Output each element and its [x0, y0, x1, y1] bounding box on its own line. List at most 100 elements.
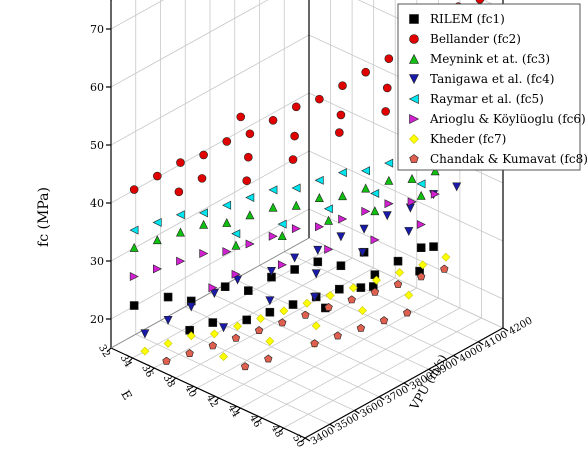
- data-point: [336, 232, 346, 242]
- x-tick-label: 4200: [507, 315, 535, 337]
- data-point: [291, 183, 301, 193]
- legend-label: Kheder (fc7): [430, 132, 506, 146]
- data-point: [129, 242, 139, 252]
- y-tick-label: 40: [182, 383, 198, 400]
- data-point: [220, 282, 230, 292]
- data-point: [404, 227, 414, 237]
- data-point: [152, 217, 162, 227]
- data-point: [129, 225, 139, 235]
- data-point: [336, 261, 346, 271]
- legend-entry: Raymar et al. (fc5): [408, 92, 544, 106]
- y-tick-label: 48: [268, 423, 284, 440]
- y-tick: [257, 417, 263, 423]
- data-point: [430, 189, 440, 199]
- data-point: [265, 336, 275, 346]
- data-point: [313, 245, 323, 255]
- data-point: [370, 206, 380, 216]
- data-point: [404, 290, 414, 300]
- data-point: [370, 235, 380, 245]
- data-point: [290, 131, 299, 141]
- legend-marker: [409, 134, 419, 144]
- grid-line: [153, 257, 353, 369]
- legend: RILEM (fc1) Bellander (fc2) Meynink et at.…: [397, 3, 588, 171]
- data-point: [245, 129, 255, 139]
- data-point: [379, 316, 389, 325]
- data-point: [152, 235, 162, 245]
- data-point: [222, 200, 232, 210]
- data-point: [358, 306, 367, 315]
- data-point: [356, 283, 366, 292]
- data-point: [315, 222, 325, 232]
- data-point: [311, 321, 321, 331]
- z-tick-label: 30: [90, 255, 104, 268]
- data-point: [268, 115, 278, 125]
- data-point: [418, 260, 428, 270]
- data-point: [333, 331, 342, 340]
- data-point: [291, 200, 301, 210]
- x-tick: [329, 423, 336, 428]
- legend-entry: Chandak & Kumavat (fc8): [409, 152, 588, 166]
- y-tick: [279, 427, 284, 433]
- data-point: [129, 185, 139, 194]
- data-point: [186, 302, 196, 312]
- data-point: [254, 326, 264, 335]
- data-point: [176, 256, 186, 266]
- data-point: [324, 215, 334, 225]
- z-tick-label: 40: [90, 197, 104, 210]
- data-point: [153, 264, 162, 274]
- data-point: [323, 204, 333, 214]
- legend-marker: [408, 94, 419, 104]
- y-tick: [149, 367, 155, 373]
- data-point: [163, 339, 173, 348]
- data-point: [325, 291, 335, 300]
- grid-line: [308, 237, 504, 329]
- data-point: [242, 176, 252, 185]
- x-tick: [354, 409, 360, 415]
- grid-line: [283, 317, 482, 429]
- data-point: [198, 208, 208, 218]
- legend-label: Arioglu & Köylüoglu (fc6): [429, 112, 586, 126]
- data-point: [268, 202, 278, 212]
- data-point: [430, 166, 440, 176]
- grid-line: [175, 267, 374, 379]
- data-point: [231, 269, 241, 279]
- data-point: [277, 260, 287, 270]
- data-point: [265, 296, 275, 306]
- y-tick: [128, 357, 133, 363]
- legend-marker: [409, 154, 419, 163]
- data-point: [245, 193, 255, 203]
- data-point: [335, 128, 344, 137]
- grid-line: [110, 92, 310, 204]
- data-point: [338, 214, 348, 224]
- data-point: [268, 185, 278, 195]
- data-point: [163, 292, 173, 302]
- legend-marker: [409, 34, 419, 44]
- legend-label: Chandak & Kumavat (fc8): [430, 152, 588, 166]
- data-point: [338, 81, 347, 90]
- data-point: [231, 229, 241, 239]
- legend-label: Bellander (fc2): [430, 32, 521, 46]
- data-point: [268, 231, 278, 241]
- data-point: [240, 362, 250, 371]
- data-point: [416, 190, 426, 200]
- data-point: [162, 356, 171, 365]
- data-point: [231, 333, 241, 342]
- data-point: [405, 203, 415, 213]
- data-point: [358, 248, 367, 258]
- grid-line: [110, 34, 310, 146]
- grid-line: [308, 208, 504, 300]
- data-point: [348, 283, 358, 293]
- x-tick: [502, 327, 509, 332]
- points-layer: [129, 0, 485, 371]
- legend-marker: [409, 53, 419, 64]
- legend-label: RILEM (fc1): [430, 12, 505, 26]
- data-point: [384, 158, 394, 168]
- y-tick-label: 42: [204, 393, 220, 410]
- data-point: [265, 307, 275, 317]
- y-tick: [235, 407, 241, 413]
- grid-line: [308, 150, 504, 242]
- data-point: [222, 217, 232, 227]
- data-point: [199, 249, 209, 258]
- data-point: [291, 224, 301, 234]
